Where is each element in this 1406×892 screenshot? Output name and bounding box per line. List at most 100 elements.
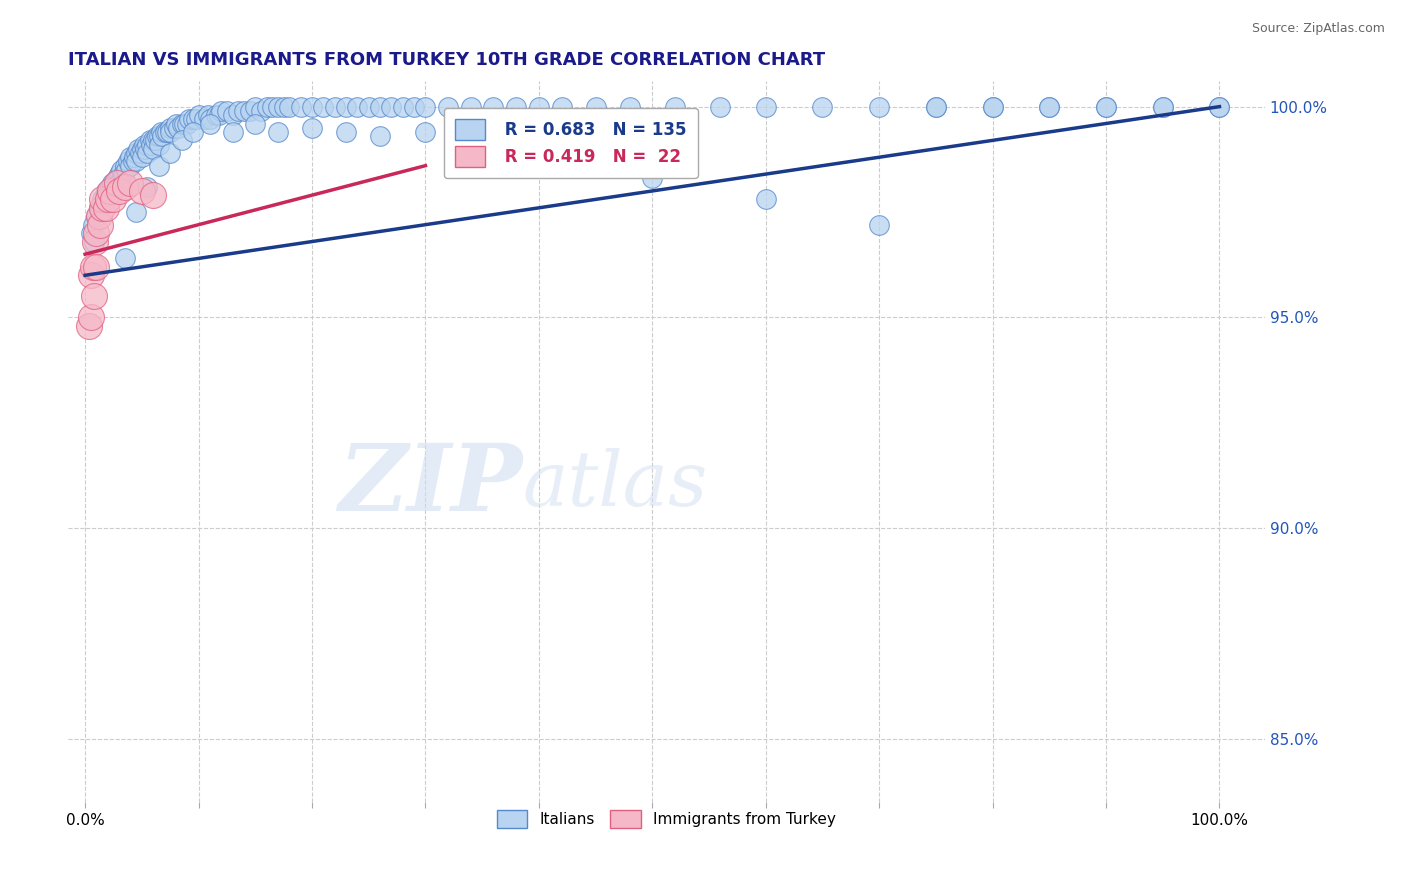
Point [181, 125, 204, 139]
Point [868, 100, 890, 114]
Point [262, 100, 284, 114]
Point [108, 184, 131, 198]
Point [323, 100, 346, 114]
Point [1152, 100, 1174, 114]
Point [198, 112, 221, 127]
Point [312, 100, 335, 114]
Point [132, 137, 155, 152]
Text: atlas: atlas [523, 448, 709, 522]
Point [273, 100, 295, 114]
Text: ZIP: ZIP [339, 440, 523, 530]
Point [80, 310, 103, 325]
Point [87, 209, 110, 223]
Point [131, 150, 153, 164]
Point [145, 133, 167, 147]
Point [256, 100, 278, 114]
Point [148, 137, 170, 152]
Text: ITALIAN VS IMMIGRANTS FROM TURKEY 10TH GRADE CORRELATION CHART: ITALIAN VS IMMIGRANTS FROM TURKEY 10TH G… [67, 51, 825, 69]
Point [380, 100, 402, 114]
Point [136, 179, 159, 194]
Point [91, 193, 114, 207]
Point [128, 146, 150, 161]
Point [245, 100, 267, 114]
Point [114, 252, 136, 266]
Point [120, 159, 142, 173]
Point [115, 162, 138, 177]
Point [176, 116, 198, 130]
Point [136, 137, 159, 152]
Point [98, 184, 121, 198]
Point [86, 226, 108, 240]
Point [1038, 100, 1060, 114]
Point [925, 100, 948, 114]
Point [136, 146, 159, 161]
Point [94, 184, 117, 198]
Point [404, 100, 426, 114]
Point [86, 209, 108, 223]
Point [89, 218, 111, 232]
Point [550, 100, 572, 114]
Point [197, 108, 219, 122]
Point [165, 116, 187, 130]
Point [121, 154, 143, 169]
Point [98, 179, 121, 194]
Point [104, 179, 127, 194]
Point [82, 260, 104, 274]
Point [114, 179, 136, 194]
Point [619, 100, 641, 114]
Point [80, 268, 103, 283]
Point [122, 150, 145, 164]
Point [117, 154, 139, 169]
Point [221, 125, 243, 139]
Point [94, 201, 117, 215]
Point [80, 226, 103, 240]
Point [267, 125, 290, 139]
Point [93, 196, 115, 211]
Point [505, 100, 527, 114]
Point [145, 129, 167, 144]
Point [239, 103, 262, 118]
Point [89, 205, 111, 219]
Point [148, 129, 170, 144]
Text: Source: ZipAtlas.com: Source: ZipAtlas.com [1251, 22, 1385, 36]
Point [301, 100, 323, 114]
Point [111, 167, 134, 181]
Point [162, 120, 184, 135]
Point [170, 116, 193, 130]
Point [1208, 100, 1230, 114]
Point [105, 176, 128, 190]
Point [1208, 100, 1230, 114]
Point [245, 116, 267, 130]
Point [368, 100, 391, 114]
Point [105, 171, 128, 186]
Point [267, 100, 290, 114]
Point [391, 100, 413, 114]
Point [139, 137, 162, 152]
Point [86, 260, 108, 274]
Point [209, 103, 232, 118]
Point [186, 112, 208, 127]
Point [204, 108, 226, 122]
Point [97, 193, 120, 207]
Point [101, 176, 124, 190]
Point [134, 142, 156, 156]
Point [142, 188, 165, 202]
Point [415, 100, 437, 114]
Point [159, 120, 181, 135]
Point [83, 235, 105, 249]
Point [131, 142, 153, 156]
Point [221, 108, 243, 122]
Point [91, 201, 114, 215]
Point [278, 100, 301, 114]
Point [103, 184, 125, 198]
Legend: Italians, Immigrants from Turkey: Italians, Immigrants from Turkey [491, 804, 842, 834]
Point [482, 100, 505, 114]
Point [108, 167, 131, 181]
Point [1095, 100, 1118, 114]
Point [755, 193, 778, 207]
Point [664, 100, 686, 114]
Point [290, 100, 312, 114]
Point [139, 133, 162, 147]
Point [811, 100, 834, 114]
Point [357, 100, 380, 114]
